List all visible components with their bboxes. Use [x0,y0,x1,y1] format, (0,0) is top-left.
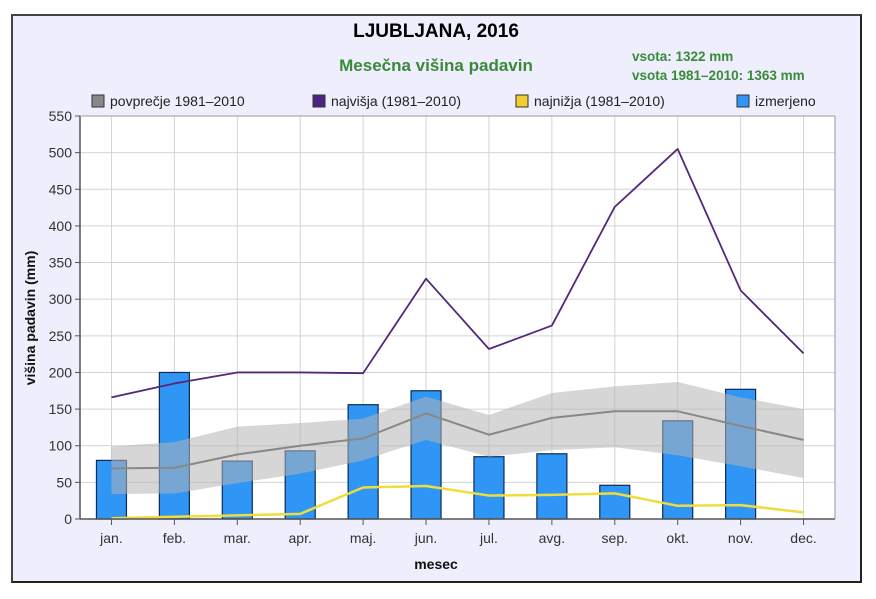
y-tick-label: 500 [49,145,73,161]
x-axis-label: mesec [414,556,458,572]
y-tick-label: 50 [56,474,72,490]
y-tick-label: 350 [49,255,73,271]
legend-item: najnižja (1981–2010) [515,93,665,109]
bar-avg [536,453,568,520]
y-axis-label: višina padavin (mm) [22,251,38,386]
y-tick-label: 400 [49,218,73,234]
band-area [111,381,804,495]
sum-normal-annotation: vsota 1981–2010: 1363 mm [632,68,805,83]
legend: povprečje 1981–2010 najvišja (1981–2010) n… [91,93,816,109]
chart-title: LJUBLJANA, 2016 [353,21,519,42]
legend-label: izmerjeno [755,93,816,109]
y-tick-label: 100 [49,438,73,454]
x-tick-label: feb. [163,530,186,546]
legend-item: najvišja (1981–2010) [312,93,461,109]
y-tick-label: 150 [49,401,73,417]
average-range-band [111,381,804,495]
x-tick-label: jul. [479,530,498,546]
legend-label: najnižja (1981–2010) [534,93,665,109]
bar-sep [599,484,631,520]
legend-swatch [736,94,750,108]
x-tick-label: dec. [790,530,816,546]
legend-item: povprečje 1981–2010 [91,93,245,109]
lines [111,148,805,520]
x-tick-label: sep. [602,530,628,546]
y-tick-label: 0 [64,511,72,527]
y-tick-label: 450 [49,181,73,197]
legend-label: najvišja (1981–2010) [331,93,461,109]
y-tick-label: 300 [49,291,73,307]
line-povprecje [111,410,804,470]
x-tick-label: maj. [350,530,376,546]
x-tick-label: nov. [728,530,753,546]
y-tick-label: 200 [49,364,73,380]
x-tick-label: jun. [414,530,438,546]
axes: 0 50 100 150 200 250 300 350 400 450 500 550 jan. feb… [49,108,836,546]
line-najvisja [111,148,805,399]
chart-subtitle: Mesečna višina padavin [339,56,533,75]
x-tick-label: mar. [224,530,251,546]
x-tick-label: jan. [99,530,123,546]
legend-swatch [312,94,326,108]
legend-swatch [515,94,529,108]
bar-jul [473,456,505,520]
x-tick-label: avg. [539,530,565,546]
y-tick-label: 550 [49,108,73,124]
legend-label: povprečje 1981–2010 [110,93,245,109]
line-najnizja [111,484,804,520]
sum-annotation: vsota: 1322 mm [632,49,733,64]
legend-swatch [91,94,105,108]
x-tick-label: apr. [289,530,312,546]
legend-item: izmerjeno [736,93,816,109]
x-tick-label: okt. [666,530,689,546]
y-tick-label: 250 [49,328,73,344]
